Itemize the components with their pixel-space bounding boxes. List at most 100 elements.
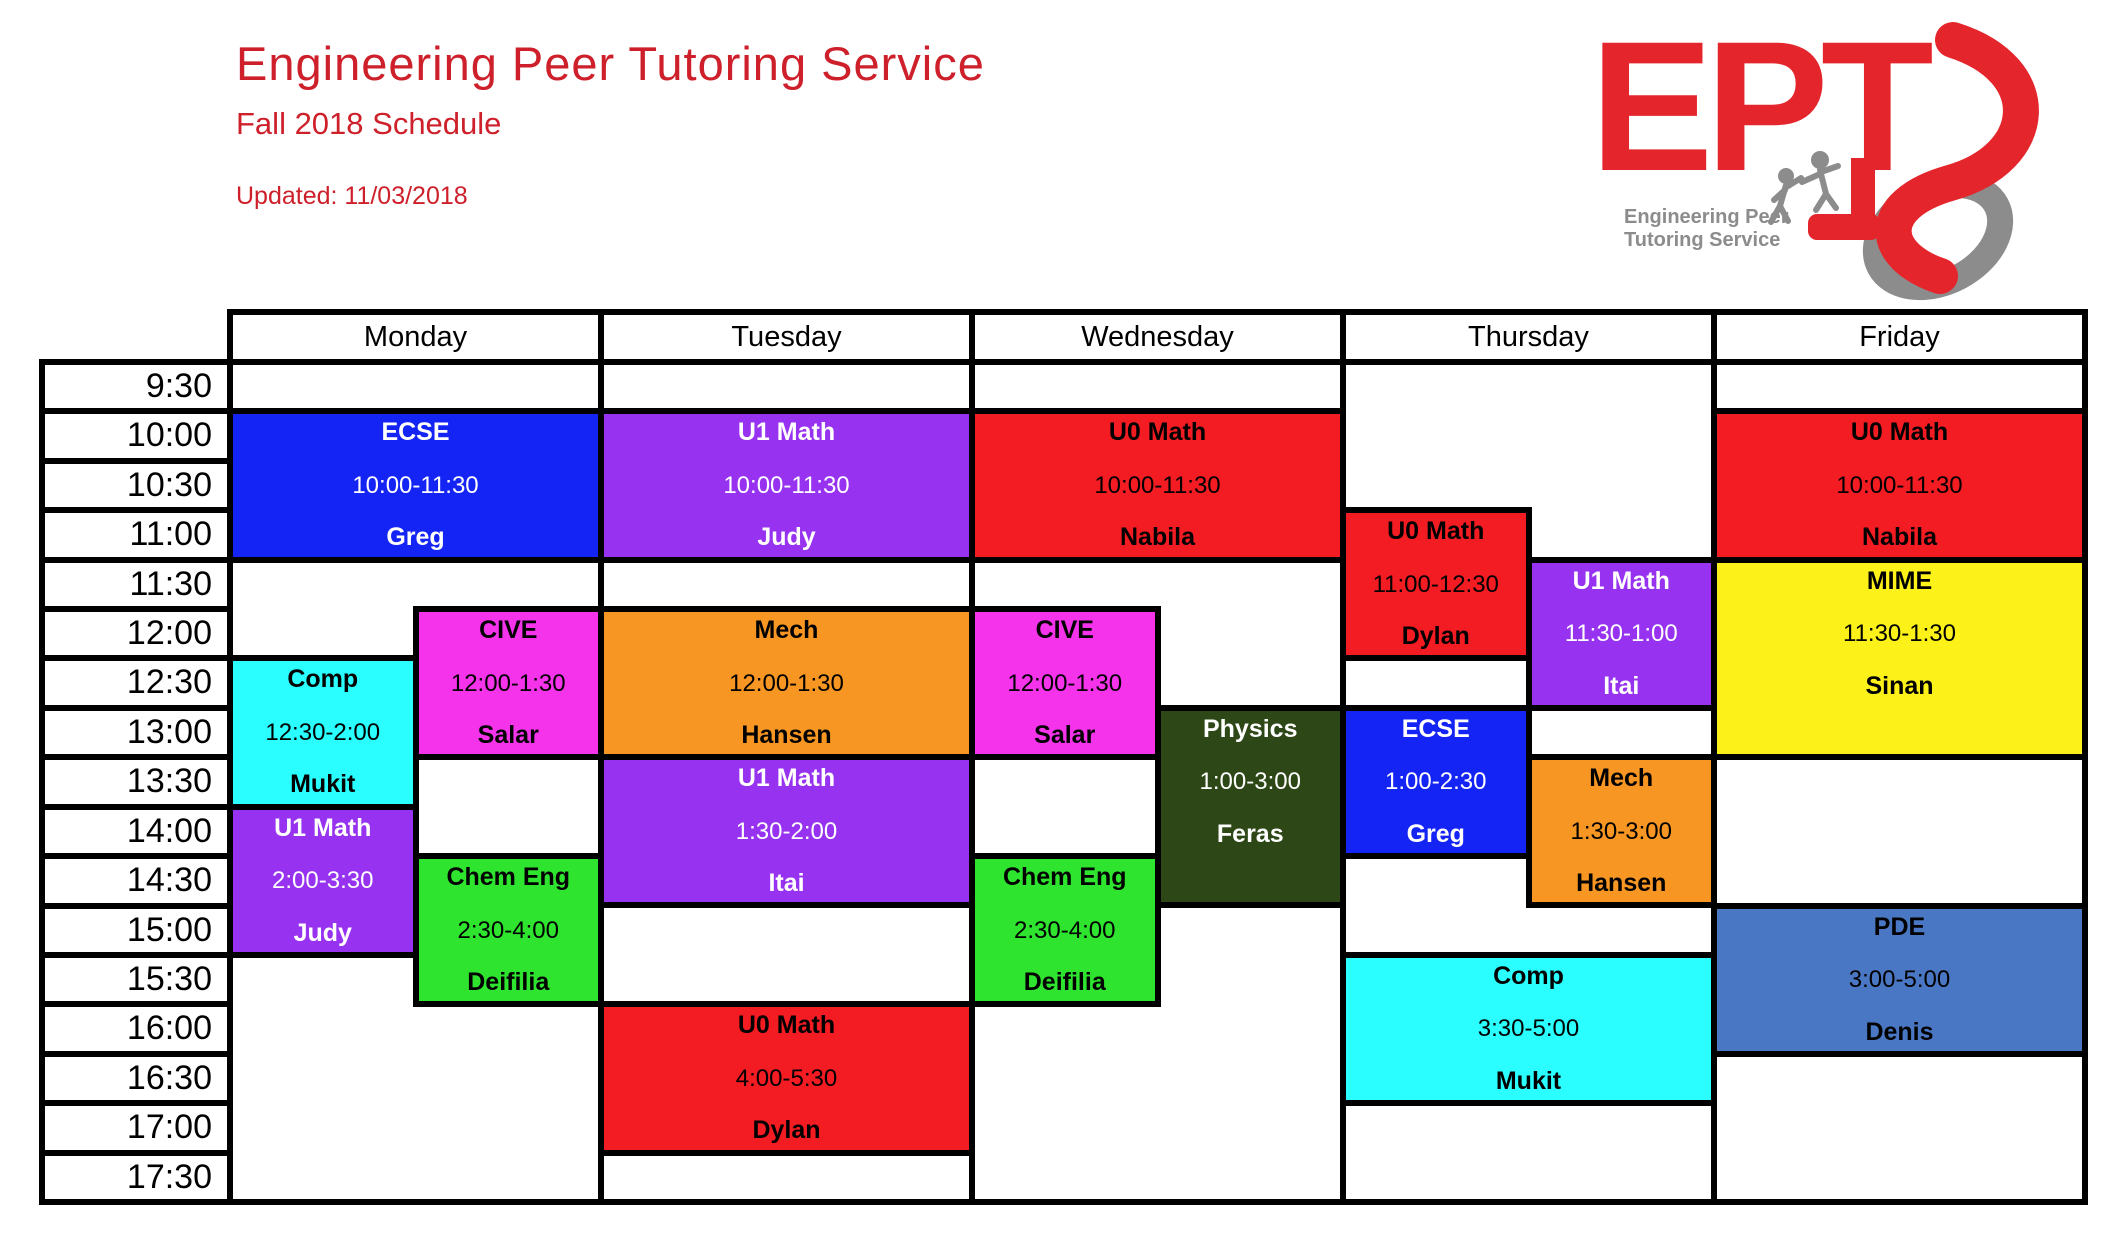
session-content: Comp 3:30-5:00 Mukit: [1346, 958, 1711, 1094]
time-label: 14:30: [126, 861, 212, 900]
session-course: U0 Math: [737, 1011, 836, 1040]
grid-line: [39, 457, 233, 464]
session-time: 10:00-11:30: [1836, 471, 1963, 499]
session-block: U1 Math 1:30-2:00 Itai: [598, 754, 975, 909]
session-time: 10:00-11:30: [723, 471, 850, 499]
session-course: Comp: [1493, 961, 1564, 990]
logo-t-foot: [1808, 214, 1880, 240]
session-time: 2:30-4:00: [1014, 916, 1116, 944]
session-content: PDE 3:00-5:00 Denis: [1717, 909, 2082, 1045]
session-block: Chem Eng 2:30-4:00 Deifilia: [969, 853, 1161, 1008]
time-label: 13:30: [126, 762, 212, 801]
day-header-friday: Friday: [1859, 321, 1940, 353]
session-content: Physics 1:00-3:00 Feras: [1161, 711, 1341, 847]
session-content: U1 Math 11:30-1:00 Itai: [1532, 563, 1712, 699]
time-label: 13:00: [126, 712, 212, 751]
grid-line: [39, 1149, 233, 1156]
session-content: Comp 12:30-2:00 Mukit: [233, 661, 413, 797]
time-label: 11:00: [129, 515, 212, 554]
session-block: U1 Math 2:00-3:30 Judy: [227, 803, 419, 958]
grid-line: [39, 655, 233, 662]
grid-line: [39, 507, 233, 514]
session-tutor: Deifilia: [1023, 968, 1106, 997]
session-content: ECSE 1:00-2:30 Greg: [1346, 711, 1526, 847]
session-block: CIVE 12:00-1:30 Salar: [969, 606, 1161, 761]
day-header-wednesday: Wednesday: [1081, 321, 1234, 353]
session-tutor: Mukit: [290, 770, 356, 799]
session-content: U1 Math 10:00-11:30 Judy: [604, 414, 969, 550]
session-course: U1 Math: [274, 813, 372, 842]
session-time: 1:30-3:00: [1570, 817, 1672, 845]
logo-letters: EPT: [1590, 8, 1933, 210]
session-time: 11:00-12:30: [1372, 570, 1499, 598]
session-content: U1 Math 1:30-2:00 Itai: [604, 760, 969, 896]
session-course: PDE: [1873, 912, 1926, 941]
grid-line: [39, 754, 233, 761]
day-header-tuesday: Tuesday: [731, 321, 842, 353]
grid-line: [39, 1100, 233, 1107]
session-time: 1:00-2:30: [1385, 768, 1487, 796]
session-time: 11:30-1:30: [1843, 620, 1956, 648]
day-header-thursday: Thursday: [1468, 321, 1589, 353]
session-tutor: Itai: [768, 869, 805, 898]
session-block: U0 Math 4:00-5:30 Dylan: [598, 1001, 975, 1156]
session-course: U1 Math: [1572, 566, 1670, 595]
session-block: U0 Math 10:00-11:30 Nabila: [969, 408, 1346, 563]
page-subtitle: Fall 2018 Schedule: [236, 106, 502, 141]
grid-line: [39, 1199, 2088, 1205]
session-block: MIME 11:30-1:30 Sinan: [1711, 556, 2088, 761]
session-course: Mech: [754, 616, 819, 645]
session-time: 12:00-1:30: [1007, 669, 1123, 697]
session-tutor: Salar: [477, 721, 539, 750]
session-block: Mech 1:30-3:00 Hansen: [1525, 754, 1717, 909]
session-tutor: Judy: [757, 523, 816, 552]
session-block: Comp 12:30-2:00 Mukit: [227, 655, 419, 810]
session-time: 12:30-2:00: [265, 718, 381, 746]
grid-line: [39, 606, 233, 613]
session-block: U1 Math 11:30-1:00 Itai: [1525, 556, 1717, 711]
logo-s-icon: [1875, 22, 2039, 294]
session-block: Chem Eng 2:30-4:00 Deifilia: [412, 853, 604, 1008]
session-time: 3:30-5:00: [1477, 1015, 1580, 1043]
grid-line: [39, 803, 233, 810]
session-block: U0 Math 11:00-12:30 Dylan: [1340, 507, 1532, 662]
session-content: U0 Math 10:00-11:30 Nabila: [1717, 414, 2082, 550]
updated-date: Updated: 11/03/2018: [236, 182, 468, 210]
grid-line: [39, 556, 233, 563]
session-tutor: Nabila: [1861, 523, 1938, 552]
page-title: Engineering Peer Tutoring Service: [236, 37, 985, 90]
time-label: 11:30: [129, 564, 212, 603]
session-course: CIVE: [479, 616, 538, 645]
session-course: ECSE: [381, 418, 450, 447]
grid-line: [39, 951, 233, 958]
session-time: 1:30-2:00: [735, 817, 838, 845]
session-block: PDE 3:00-5:00 Denis: [1711, 902, 2088, 1057]
session-tutor: Mukit: [1495, 1066, 1562, 1095]
grid-line: [227, 309, 2088, 315]
session-tutor: Judy: [293, 918, 352, 947]
session-tutor: Hansen: [1576, 869, 1667, 898]
session-time: 2:30-4:00: [457, 916, 559, 944]
logo-t-stem: [1851, 158, 1875, 220]
session-tutor: Deifilia: [467, 968, 550, 997]
session-time: 2:00-3:30: [272, 867, 374, 895]
session-content: CIVE 12:00-1:30 Salar: [975, 612, 1155, 748]
session-block: U1 Math 10:00-11:30 Judy: [598, 408, 975, 563]
session-course: Chem Eng: [446, 863, 571, 892]
session-block: Comp 3:30-5:00 Mukit: [1340, 951, 1717, 1107]
epts-logo: EPT Engineering Peer Tutoring Service: [1590, 8, 2039, 301]
session-course: U1 Math: [737, 764, 836, 793]
grid-line: [39, 853, 233, 860]
time-label: 10:30: [126, 465, 212, 504]
grid-line: [39, 1001, 233, 1008]
session-content: CIVE 12:00-1:30 Salar: [419, 612, 599, 748]
time-label: 16:00: [126, 1009, 212, 1048]
session-time: 4:00-5:30: [735, 1064, 838, 1092]
session-course: Physics: [1202, 714, 1298, 743]
session-course: U0 Math: [1108, 418, 1207, 447]
time-label: 10:00: [126, 416, 212, 455]
session-course: U0 Math: [1850, 418, 1949, 447]
grid-line: [39, 408, 233, 415]
session-tutor: Dylan: [752, 1116, 821, 1145]
